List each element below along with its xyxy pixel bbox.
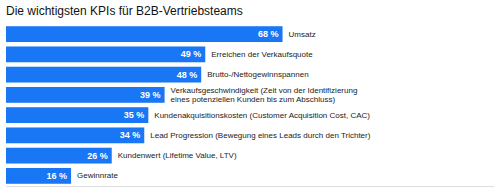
data-label: 48 % — [177, 70, 198, 80]
background — [0, 0, 500, 191]
bar — [6, 87, 165, 103]
category-label: Verkaufsgeschwindigkeit (Zeit von der Id… — [171, 86, 358, 104]
data-label: 26 % — [87, 151, 108, 161]
category-label: Brutto-/Nettogewinnspannen — [207, 70, 308, 79]
chart: Die wichtigsten KPIs für B2B-Vertriebste… — [0, 0, 500, 191]
bar — [6, 67, 201, 83]
bar — [6, 107, 148, 123]
category-label: Lead Progression (Bewegung eines Leads d… — [150, 131, 370, 140]
bar — [6, 26, 283, 42]
bar — [6, 46, 205, 62]
category-label: Gewinnrate — [77, 171, 118, 180]
labels: 68 % Umsatz 49 % Erreichen der Verkaufsquot… — [47, 29, 371, 181]
data-label: 35 % — [124, 110, 145, 120]
category-label: Kundenakquisitionskosten (Customer Acqui… — [154, 111, 370, 120]
category-label: Erreichen der Verkaufsquote — [211, 50, 313, 59]
x-axis-line — [6, 186, 494, 187]
chart-container: Die wichtigsten KPIs für B2B-Vertriebste… — [0, 0, 500, 191]
category-label: Umsatz — [289, 30, 316, 39]
data-label: 16 % — [47, 171, 68, 181]
data-label: 68 % — [258, 29, 279, 39]
data-label: 34 % — [120, 130, 141, 140]
data-label: 39 % — [140, 90, 161, 100]
bar — [6, 148, 112, 164]
bar — [6, 127, 144, 143]
bar — [6, 168, 71, 184]
category-label: Kundenwert (Lifetime Value, LTV) — [118, 151, 237, 160]
title: Die wichtigsten KPIs für B2B-Vertriebste… — [6, 4, 243, 18]
data-label: 49 % — [181, 49, 202, 59]
